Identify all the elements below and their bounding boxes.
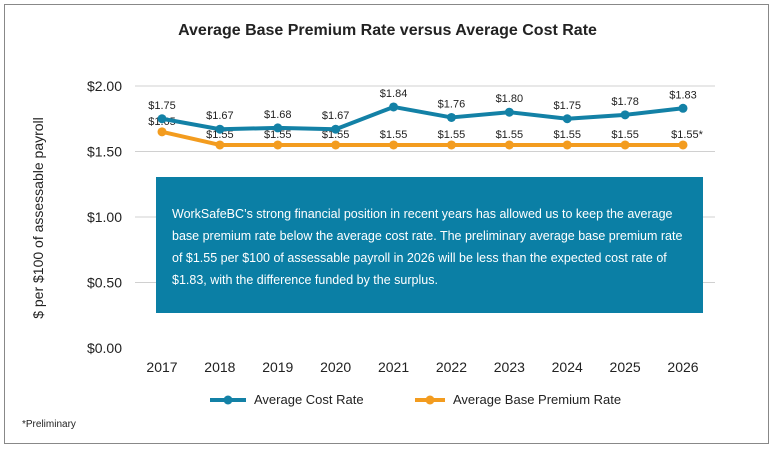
data-label: $1.55 — [380, 129, 408, 141]
legend-marker-premium — [415, 395, 445, 404]
data-point — [562, 140, 572, 150]
data-label: $1.78 — [611, 96, 639, 108]
data-label: $1.55 — [322, 129, 350, 141]
x-tick-label: 2025 — [610, 359, 641, 375]
data-point — [678, 140, 688, 150]
data-label: $1.67 — [206, 110, 234, 122]
data-label: $1.75 — [148, 100, 176, 112]
legend-label-cost: Average Cost Rate — [254, 392, 364, 407]
chart-frame — [4, 4, 769, 444]
data-label: $1.75 — [553, 100, 581, 112]
data-point — [331, 140, 341, 150]
data-point — [620, 110, 630, 120]
data-label: $1.80 — [496, 93, 524, 105]
data-label: $1.84 — [380, 88, 408, 100]
data-label: $1.76 — [438, 98, 466, 110]
x-tick-label: 2019 — [262, 359, 293, 375]
y-tick-label: $0.00 — [87, 340, 122, 356]
data-label: $1.55 — [496, 129, 524, 141]
y-tick-label: $2.00 — [87, 78, 122, 94]
data-point — [157, 114, 167, 124]
data-label: $1.55 — [206, 129, 234, 141]
data-label: $1.67 — [322, 110, 350, 122]
data-point — [678, 103, 688, 113]
data-point — [389, 102, 399, 112]
y-tick-label: $1.00 — [87, 209, 122, 225]
x-tick-label: 2026 — [667, 359, 698, 375]
data-label: $1.55 — [438, 129, 466, 141]
data-point — [331, 124, 341, 134]
data-point — [273, 123, 283, 133]
chart-title: Average Base Premium Rate versus Average… — [178, 22, 597, 39]
data-point — [273, 140, 283, 150]
data-label: $1.55* — [671, 129, 704, 141]
x-tick-label: 2018 — [204, 359, 235, 375]
legend-item-cost-rate: Average Cost Rate — [210, 392, 364, 407]
y-tick-label: $0.50 — [87, 275, 122, 291]
data-point — [562, 114, 572, 124]
data-label: $1.68 — [264, 109, 292, 121]
annotation-box: WorkSafeBC’s strong financial position i… — [156, 177, 703, 313]
data-point — [215, 124, 225, 134]
data-label: $1.83 — [669, 89, 697, 101]
series-line — [161, 129, 683, 147]
series-line — [161, 104, 684, 132]
data-point — [620, 140, 630, 150]
x-tick-label: 2021 — [378, 359, 409, 375]
footnote: *Preliminary — [22, 419, 76, 430]
legend-marker-cost — [210, 395, 246, 404]
data-point — [504, 140, 514, 150]
data-label: $1.55 — [611, 129, 639, 141]
legend-item-premium-rate: Average Base Premium Rate — [415, 392, 621, 407]
data-point — [157, 127, 167, 137]
x-tick-label: 2022 — [436, 359, 467, 375]
data-point — [389, 140, 399, 150]
y-tick-label: $1.50 — [87, 144, 122, 160]
x-tick-label: 2023 — [494, 359, 525, 375]
data-point — [215, 140, 225, 150]
data-label: $1.55 — [264, 129, 292, 141]
x-tick-label: 2024 — [552, 359, 583, 375]
data-point — [446, 140, 456, 150]
data-point — [504, 107, 514, 117]
x-tick-label: 2017 — [146, 359, 177, 375]
x-tick-label: 2020 — [320, 359, 351, 375]
data-label: $1.55 — [553, 129, 581, 141]
legend-label-premium: Average Base Premium Rate — [453, 392, 622, 407]
data-point — [446, 112, 456, 122]
